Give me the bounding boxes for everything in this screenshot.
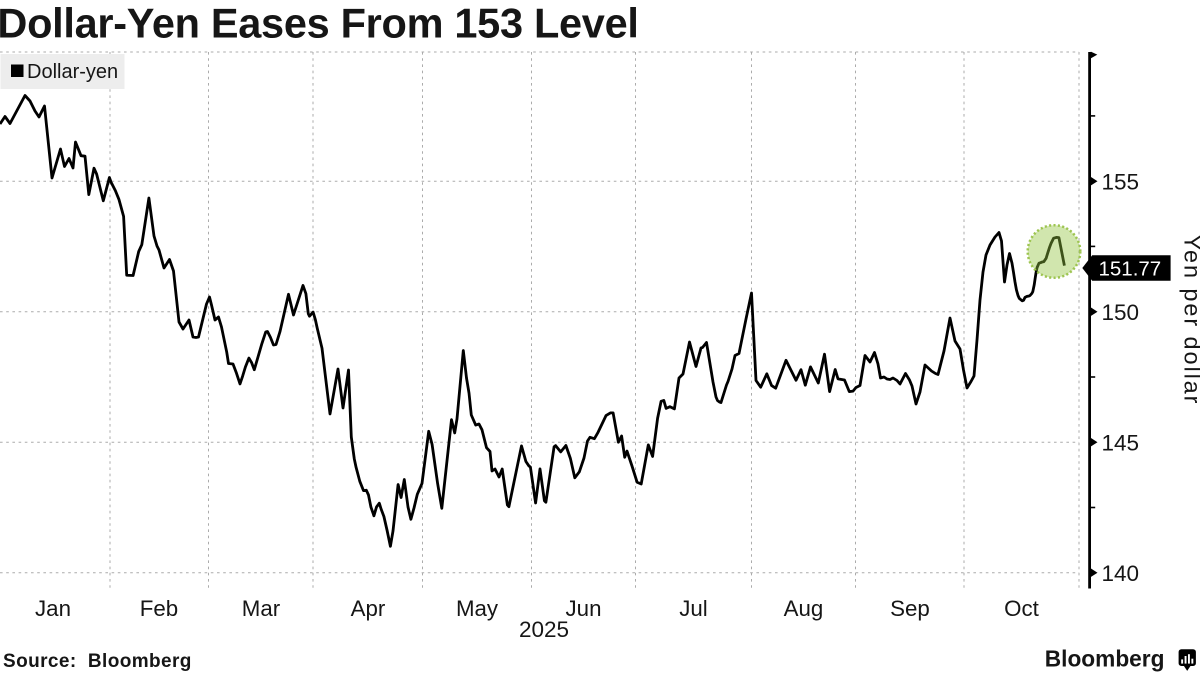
svg-text:Bloomberg: Bloomberg [1045, 646, 1165, 672]
svg-text:145: 145 [1102, 431, 1140, 456]
svg-text:155: 155 [1102, 170, 1140, 195]
svg-text:Jan: Jan [35, 596, 71, 621]
svg-text:Apr: Apr [351, 596, 386, 621]
svg-text:May: May [456, 596, 499, 621]
svg-text:Jun: Jun [566, 596, 602, 621]
svg-text:Jul: Jul [679, 596, 708, 621]
svg-text:151.77: 151.77 [1099, 258, 1162, 281]
svg-text:Oct: Oct [1004, 596, 1039, 621]
svg-text:2025: 2025 [519, 617, 569, 642]
svg-text:150: 150 [1102, 300, 1140, 325]
svg-text:Aug: Aug [784, 596, 824, 621]
svg-text:Mar: Mar [242, 596, 281, 621]
svg-text:Feb: Feb [140, 596, 178, 621]
svg-text:Yen per dollar: Yen per dollar [1180, 235, 1200, 406]
svg-text:Source: Bloomberg: Source: Bloomberg [3, 651, 192, 672]
svg-text:Dollar-Yen Eases From 153 Leve: Dollar-Yen Eases From 153 Level [0, 0, 639, 47]
svg-text:140: 140 [1102, 561, 1140, 586]
svg-text:Dollar-yen: Dollar-yen [27, 61, 118, 83]
svg-text:Sep: Sep [890, 596, 930, 621]
